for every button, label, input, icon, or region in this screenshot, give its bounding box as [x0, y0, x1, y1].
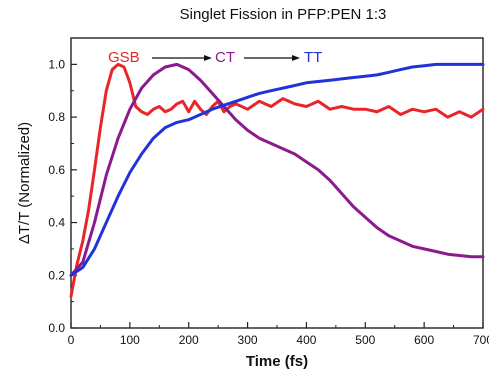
series-line-blue: [69, 62, 485, 277]
plot-frame: [70, 37, 484, 329]
y-tick-label: 0.0: [48, 321, 65, 335]
x-tick-label: 600: [414, 333, 434, 347]
series-line-purple: [69, 62, 485, 277]
y-tick-label: 1.0: [48, 57, 65, 71]
x-tick-label: 500: [355, 333, 375, 347]
annotation-gsb: GSB: [108, 49, 140, 66]
x-axis: 0 100 200 300 400 500 600 700: [68, 322, 489, 347]
y-axis: 0.0 0.2 0.4 0.6 0.8 1.0: [48, 37, 77, 335]
y-axis-label: ΔT/T (Normalized): [16, 122, 33, 244]
annotation-tt: TT: [304, 49, 322, 66]
annotations: GSB CT TT: [108, 49, 322, 66]
x-tick-label: 200: [179, 333, 199, 347]
y-tick-label: 0.4: [48, 216, 65, 230]
x-axis-label: Time (fs): [246, 353, 308, 370]
y-tick-label: 0.2: [48, 268, 65, 282]
chart-title: Singlet Fission in PFP:PEN 1:3: [180, 6, 387, 23]
annotation-ct: CT: [215, 49, 235, 66]
plot-area: [69, 62, 485, 298]
y-tick-label: 0.8: [48, 110, 65, 124]
x-tick-label: 300: [238, 333, 258, 347]
x-tick-label: 700: [473, 333, 489, 347]
series-line-red: [69, 62, 485, 298]
x-tick-label: 400: [296, 333, 316, 347]
annotation-arrow-2-head: [292, 55, 300, 61]
x-tick-label: 100: [120, 333, 140, 347]
y-tick-label: 0.6: [48, 163, 65, 177]
x-tick-label: 0: [68, 333, 75, 347]
annotation-arrow-1-head: [204, 55, 212, 61]
